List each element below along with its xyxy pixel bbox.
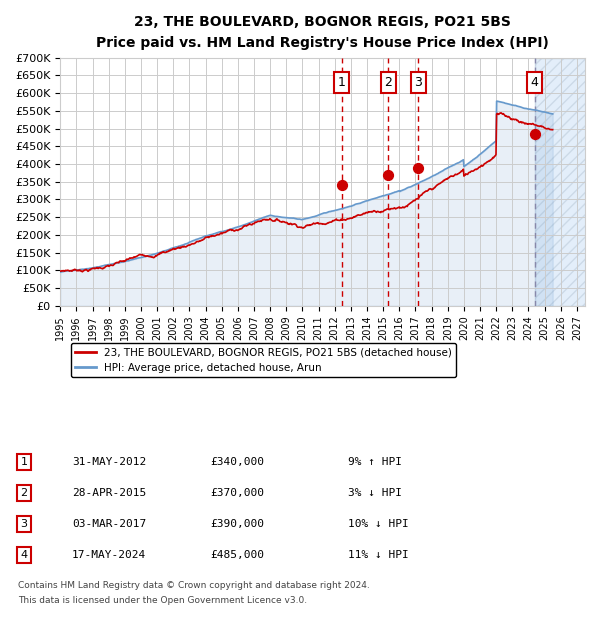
Text: 9% ↑ HPI: 9% ↑ HPI — [348, 457, 402, 467]
Text: 3: 3 — [20, 519, 28, 529]
Bar — [535, 58, 600, 306]
Text: 2: 2 — [20, 488, 28, 498]
Text: 11% ↓ HPI: 11% ↓ HPI — [348, 550, 409, 560]
Point — [337, 180, 346, 190]
Text: 3% ↓ HPI: 3% ↓ HPI — [348, 488, 402, 498]
Point — [383, 170, 393, 180]
Text: Contains HM Land Registry data © Crown copyright and database right 2024.: Contains HM Land Registry data © Crown c… — [18, 582, 370, 590]
Text: 31-MAY-2012: 31-MAY-2012 — [72, 457, 146, 467]
Text: 28-APR-2015: 28-APR-2015 — [72, 488, 146, 498]
Point — [413, 162, 423, 172]
Text: 1: 1 — [20, 457, 28, 467]
Text: £370,000: £370,000 — [210, 488, 264, 498]
Text: 03-MAR-2017: 03-MAR-2017 — [72, 519, 146, 529]
Text: 1: 1 — [338, 76, 346, 89]
Title: 23, THE BOULEVARD, BOGNOR REGIS, PO21 5BS
Price paid vs. HM Land Registry's Hous: 23, THE BOULEVARD, BOGNOR REGIS, PO21 5B… — [96, 15, 549, 50]
Text: £485,000: £485,000 — [210, 550, 264, 560]
Point — [530, 129, 539, 139]
Text: 10% ↓ HPI: 10% ↓ HPI — [348, 519, 409, 529]
Text: 17-MAY-2024: 17-MAY-2024 — [72, 550, 146, 560]
Text: 3: 3 — [414, 76, 422, 89]
Text: £340,000: £340,000 — [210, 457, 264, 467]
Text: 4: 4 — [20, 550, 28, 560]
Text: £390,000: £390,000 — [210, 519, 264, 529]
Text: 2: 2 — [385, 76, 392, 89]
Legend: 23, THE BOULEVARD, BOGNOR REGIS, PO21 5BS (detached house), HPI: Average price, : 23, THE BOULEVARD, BOGNOR REGIS, PO21 5B… — [71, 343, 456, 377]
Text: This data is licensed under the Open Government Licence v3.0.: This data is licensed under the Open Gov… — [18, 596, 307, 604]
Text: 4: 4 — [530, 76, 539, 89]
Bar — [535, 58, 600, 306]
